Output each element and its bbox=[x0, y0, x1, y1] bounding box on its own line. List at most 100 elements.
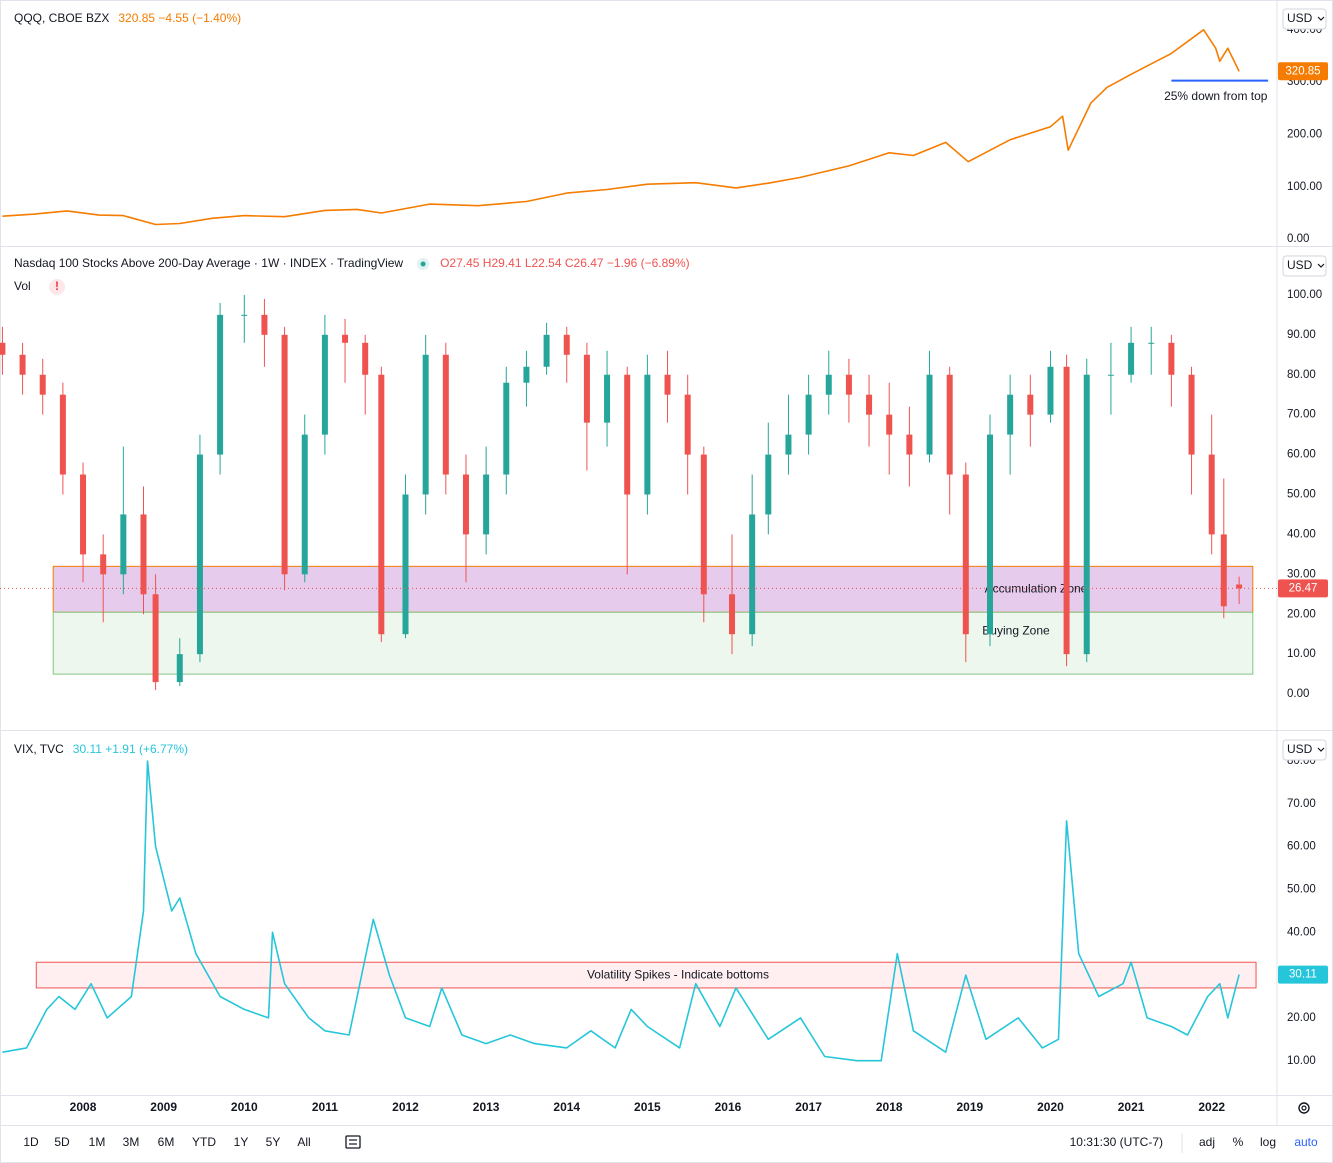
candle-body bbox=[483, 474, 490, 535]
candle-body bbox=[152, 594, 159, 683]
candle-body bbox=[785, 434, 792, 455]
x-tick-label: 2014 bbox=[553, 1100, 580, 1114]
candle-body bbox=[1027, 394, 1034, 415]
candle-body bbox=[946, 374, 953, 475]
range-button[interactable]: 5D bbox=[54, 1135, 70, 1149]
candle-body bbox=[80, 474, 87, 555]
candle-body bbox=[261, 314, 268, 335]
range-button[interactable]: 1M bbox=[89, 1135, 106, 1149]
candle-body bbox=[845, 374, 852, 395]
range-button[interactable]: 6M bbox=[158, 1135, 175, 1149]
range-button[interactable]: YTD bbox=[192, 1135, 216, 1149]
currency-caret[interactable] bbox=[1317, 16, 1325, 21]
y-tick-label: 50.00 bbox=[1287, 489, 1316, 501]
y-tick-label: 40.00 bbox=[1287, 528, 1316, 540]
icon-box bbox=[345, 1135, 361, 1149]
candle-body bbox=[1148, 342, 1155, 344]
settings-icon[interactable] bbox=[1298, 1102, 1310, 1114]
candle-body bbox=[604, 374, 611, 423]
candle-body bbox=[523, 366, 530, 383]
pane-quote: O27.45 H29.41 L22.54 C26.47 −1.96 (−6.89… bbox=[440, 256, 690, 270]
candle-body bbox=[1188, 374, 1195, 455]
y-tick-label: 10.00 bbox=[1287, 1055, 1316, 1067]
scale-option[interactable]: log bbox=[1260, 1135, 1276, 1149]
range-button[interactable]: 1D bbox=[23, 1135, 39, 1149]
candle-body bbox=[543, 334, 550, 367]
x-tick-label: 2018 bbox=[876, 1100, 903, 1114]
candle-body bbox=[1128, 342, 1135, 375]
currency-caret[interactable] bbox=[1317, 263, 1325, 268]
x-tick-label: 2008 bbox=[70, 1100, 97, 1114]
range-button[interactable]: 1Y bbox=[234, 1135, 249, 1149]
candle-body bbox=[301, 434, 308, 575]
y-tick-label: 20.00 bbox=[1287, 608, 1316, 620]
currency-label[interactable]: USD bbox=[1287, 258, 1313, 272]
currency-label[interactable]: USD bbox=[1287, 742, 1313, 756]
scale-option[interactable]: % bbox=[1233, 1135, 1244, 1149]
y-tick-label: 70.00 bbox=[1287, 798, 1316, 810]
x-tick-label: 2019 bbox=[956, 1100, 983, 1114]
candle-body bbox=[196, 454, 203, 655]
candle-body bbox=[962, 474, 969, 635]
pane-title: QQQ, CBOE BZX bbox=[14, 11, 109, 25]
candle-body bbox=[100, 554, 107, 575]
y-tick-label: 30.00 bbox=[1287, 568, 1316, 580]
range-button[interactable]: 3M bbox=[123, 1135, 140, 1149]
candle-body bbox=[1083, 374, 1090, 655]
zone-label: Volatility Spikes - Indicate bottoms bbox=[587, 967, 769, 981]
candle-body bbox=[462, 474, 469, 535]
currency-button[interactable] bbox=[1282, 8, 1327, 30]
x-tick-label: 2010 bbox=[231, 1100, 258, 1114]
y-tick-label: 0.00 bbox=[1287, 233, 1309, 245]
y-tick-label: 70.00 bbox=[1287, 409, 1316, 421]
candle-body bbox=[1208, 454, 1215, 535]
indicator-warning-mark: ! bbox=[55, 279, 59, 293]
candle-body bbox=[281, 334, 288, 575]
last-value-label: 30.11 bbox=[1289, 969, 1317, 981]
candle-body bbox=[176, 654, 183, 683]
scale-option[interactable]: auto bbox=[1294, 1135, 1318, 1149]
scale-option[interactable]: adj bbox=[1199, 1135, 1215, 1149]
candle-body bbox=[700, 454, 707, 595]
indicator-warning bbox=[49, 279, 65, 295]
y-tick-label: 10.00 bbox=[1287, 648, 1316, 660]
candle-body bbox=[1063, 366, 1070, 655]
x-tick-label: 2021 bbox=[1118, 1100, 1145, 1114]
candle-body bbox=[217, 314, 224, 455]
y-tick-label: 100.00 bbox=[1287, 181, 1322, 193]
candle-body bbox=[140, 514, 147, 595]
candle-body bbox=[442, 354, 449, 475]
currency-caret[interactable] bbox=[1317, 747, 1325, 752]
currency-label[interactable]: USD bbox=[1287, 11, 1313, 25]
last-value-tag bbox=[1278, 579, 1328, 598]
price-line bbox=[2, 760, 1240, 1062]
candle-body bbox=[729, 594, 736, 635]
currency-button[interactable] bbox=[1282, 739, 1327, 761]
candle-body bbox=[1220, 534, 1227, 607]
pane-title: VIX, TVC bbox=[14, 742, 64, 756]
y-tick-label: 0.00 bbox=[1287, 688, 1309, 700]
currency-button[interactable] bbox=[1282, 255, 1327, 277]
candle-body bbox=[805, 394, 812, 435]
compare-icon[interactable] bbox=[345, 1135, 361, 1149]
x-tick-label: 2022 bbox=[1198, 1100, 1225, 1114]
candle-body bbox=[866, 394, 873, 415]
range-button[interactable]: All bbox=[297, 1135, 310, 1149]
zone bbox=[52, 611, 1254, 675]
candle-body bbox=[886, 414, 893, 435]
candle-body bbox=[926, 374, 933, 455]
y-tick-label: 60.00 bbox=[1287, 841, 1316, 853]
status-dot-core bbox=[420, 261, 426, 267]
candle-body bbox=[624, 374, 631, 495]
gear-center bbox=[1301, 1105, 1307, 1111]
range-button[interactable]: 5Y bbox=[266, 1135, 281, 1149]
candle-body bbox=[749, 514, 756, 635]
candle-body bbox=[765, 454, 772, 515]
candle-body bbox=[378, 374, 385, 635]
candle-body bbox=[342, 334, 349, 343]
candle-body bbox=[1236, 584, 1243, 589]
candle-body bbox=[321, 334, 328, 435]
x-tick-label: 2020 bbox=[1037, 1100, 1064, 1114]
x-tick-label: 2009 bbox=[150, 1100, 177, 1114]
candle-body bbox=[825, 374, 832, 395]
